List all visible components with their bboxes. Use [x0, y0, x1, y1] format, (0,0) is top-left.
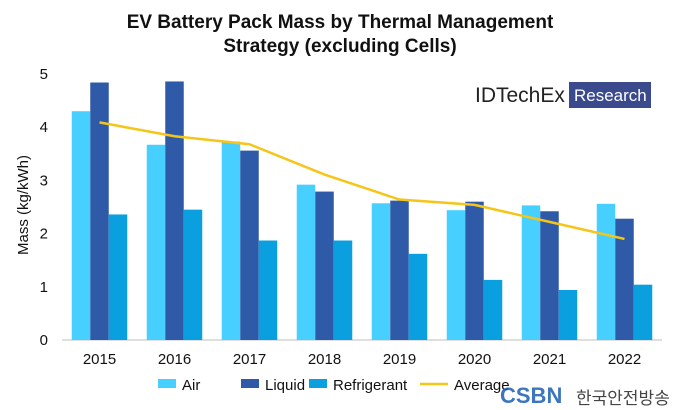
- line-average: [99, 121, 625, 241]
- legend-swatch-liquid: [241, 379, 259, 388]
- bar-air-2015: [71, 111, 91, 341]
- chart-title-line-1: EV Battery Pack Mass by Thermal Manageme…: [127, 12, 554, 33]
- bar-liquid-2015: [90, 82, 109, 341]
- legend-label-average: Average: [454, 377, 510, 394]
- watermark-text: 한국안전방송: [576, 389, 670, 409]
- bar-air-2019: [371, 203, 391, 340]
- x-tick-label-2017: 2017: [233, 351, 266, 368]
- y-tick-label-1: 1: [40, 279, 48, 296]
- y-tick-label-3: 3: [40, 172, 48, 189]
- bar-marks: [71, 81, 653, 341]
- logo-sub-text: Research: [574, 86, 647, 105]
- x-tick-label-2021: 2021: [533, 351, 566, 368]
- y-tick-label-5: 5: [40, 66, 48, 83]
- legend-label-refrigerant: Refrigerant: [333, 377, 408, 394]
- bar-air-2016: [146, 144, 166, 340]
- x-tick-label-2015: 2015: [83, 351, 116, 368]
- legend-label-air: Air: [182, 377, 200, 394]
- bar-refrigerant-2017: [258, 240, 278, 340]
- legend-label-liquid: Liquid: [265, 377, 305, 394]
- bar-refrigerant-2018: [333, 240, 353, 340]
- bar-liquid-2021: [540, 211, 559, 340]
- chart-title-line-2: Strategy (excluding Cells): [223, 36, 456, 57]
- bar-refrigerant-2015: [108, 214, 128, 340]
- y-tick-label-2: 2: [40, 226, 48, 243]
- idtechex-logo: IDTechEx Research: [475, 82, 651, 108]
- bar-refrigerant-2021: [558, 289, 578, 340]
- bar-air-2018: [296, 184, 316, 340]
- logo-sub-background: [569, 82, 651, 108]
- logo-main-text: IDTechEx: [475, 84, 565, 107]
- x-tick-label-2022: 2022: [608, 351, 641, 368]
- bar-liquid-2022: [615, 218, 634, 340]
- legend-swatch-refrigerant: [309, 379, 327, 388]
- y-axis-label: Mass (kg/kWh): [15, 155, 32, 255]
- bar-refrigerant-2019: [408, 253, 428, 340]
- bar-refrigerant-2022: [633, 284, 653, 340]
- chart-legend: Air Liquid Refrigerant Average: [158, 377, 510, 394]
- bar-air-2020: [446, 210, 466, 340]
- x-tick-label-2019: 2019: [383, 351, 416, 368]
- y-tick-label-4: 4: [40, 119, 48, 136]
- watermark-logo-mark: CSBN: [500, 383, 562, 408]
- x-tick-label-2018: 2018: [308, 351, 341, 368]
- chart-title: EV Battery Pack Mass by Thermal Manageme…: [127, 12, 554, 57]
- bar-air-2022: [596, 203, 616, 340]
- bar-liquid-2019: [390, 200, 409, 340]
- bar-liquid-2020: [465, 201, 484, 340]
- bar-air-2017: [221, 141, 241, 340]
- bar-refrigerant-2016: [183, 209, 203, 340]
- y-axis-ticks: 0 1 2 3 4 5: [40, 66, 48, 349]
- csbn-watermark: CSBN 한국안전방송: [500, 383, 670, 409]
- bar-liquid-2018: [315, 191, 334, 340]
- x-tick-label-2020: 2020: [458, 351, 491, 368]
- bar-air-2021: [521, 205, 541, 340]
- average-line-group: [99, 121, 625, 241]
- legend-swatch-air: [158, 379, 176, 388]
- svg-text:CSBN: CSBN: [500, 383, 562, 408]
- bar-refrigerant-2020: [483, 279, 503, 340]
- y-tick-label-0: 0: [40, 332, 48, 349]
- x-tick-label-2016: 2016: [158, 351, 191, 368]
- bar-liquid-2016: [165, 81, 184, 340]
- x-axis-ticks: 2015 2016 2017 2018 2019 2020 2021 2022: [83, 351, 641, 368]
- bar-liquid-2017: [240, 150, 259, 340]
